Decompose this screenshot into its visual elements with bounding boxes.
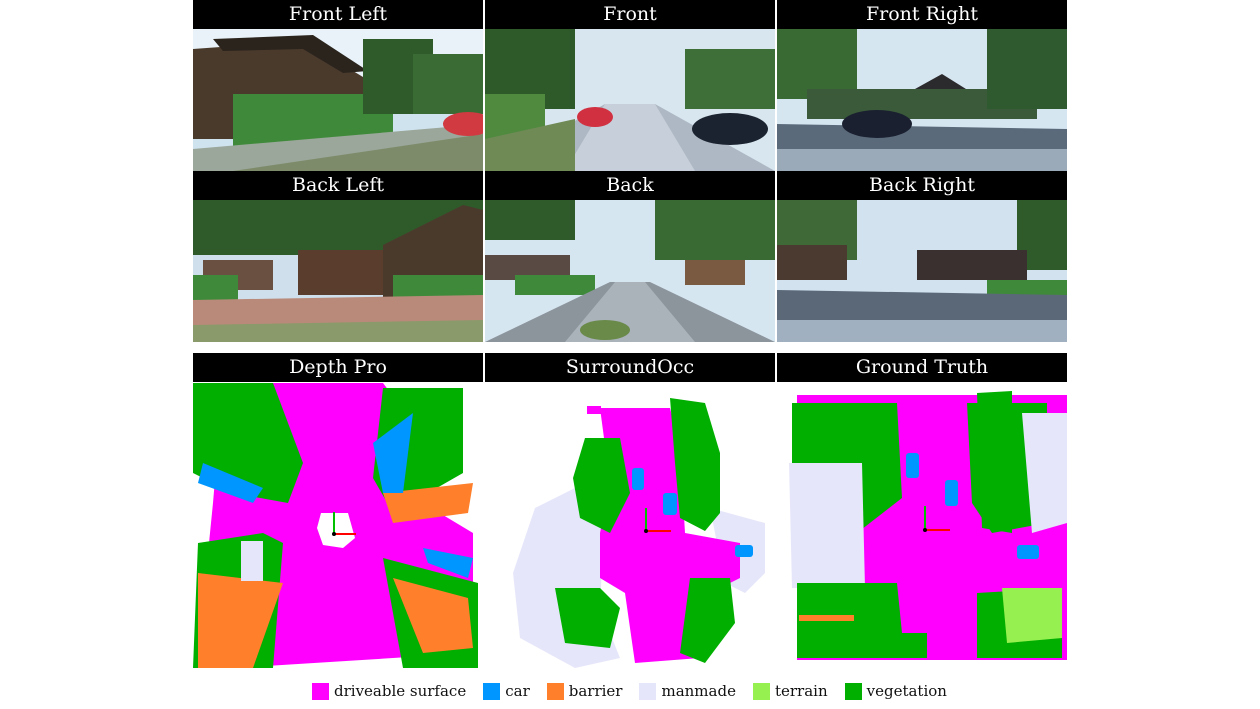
legend-swatch (639, 682, 657, 700)
panel-ground-truth: Ground Truth (777, 353, 1067, 382)
camera-image-front-left (193, 29, 483, 171)
legend-label: vegetation (866, 682, 947, 700)
legend-swatch (312, 682, 329, 700)
legend-swatch (752, 682, 770, 700)
occupancy-map-depth-pro (193, 383, 483, 668)
panel-depth-pro: Depth Pro (193, 353, 483, 382)
legend-item-vegetation: vegetation (844, 682, 947, 700)
legend-label: car (505, 682, 530, 700)
panel-title: Front (485, 0, 775, 29)
legend-item-car: car (483, 682, 530, 700)
legend-label: manmade (661, 682, 736, 700)
panel-title: Back (485, 171, 775, 200)
panel-title: Front Left (193, 0, 483, 29)
panel-title: Front Right (777, 0, 1067, 29)
panel-back: Back (485, 171, 775, 200)
legend-item-terrain: terrain (752, 682, 828, 700)
occupancy-map-ground-truth (777, 383, 1067, 668)
camera-image-front-right (777, 29, 1067, 171)
legend: driveable surface car barrier manmade te… (312, 680, 964, 702)
camera-image-back-right (777, 200, 1067, 342)
legend-item-barrier: barrier (546, 682, 623, 700)
legend-swatch (546, 682, 564, 700)
panel-front-right: Front Right (777, 0, 1067, 29)
panel-front-left: Front Left (193, 0, 483, 29)
legend-label: barrier (568, 682, 623, 700)
legend-swatch (483, 682, 501, 700)
legend-item-driveable-surface: driveable surface (312, 682, 466, 700)
legend-swatch (844, 682, 862, 700)
camera-image-back-left (193, 200, 483, 342)
panel-title: Ground Truth (777, 353, 1067, 382)
occupancy-map-surroundocc (485, 383, 775, 668)
panel-title: Depth Pro (193, 353, 483, 382)
panel-title: SurroundOcc (485, 353, 775, 382)
panel-back-left: Back Left (193, 171, 483, 200)
panel-title: Back Right (777, 171, 1067, 200)
camera-image-back (485, 200, 775, 342)
panel-title: Back Left (193, 171, 483, 200)
legend-label: driveable surface (334, 682, 467, 700)
panel-surroundocc: SurroundOcc (485, 353, 775, 382)
panel-front: Front (485, 0, 775, 29)
legend-item-manmade: manmade (639, 682, 736, 700)
panel-back-right: Back Right (777, 171, 1067, 200)
camera-image-front (485, 29, 775, 171)
legend-label: terrain (774, 682, 828, 700)
